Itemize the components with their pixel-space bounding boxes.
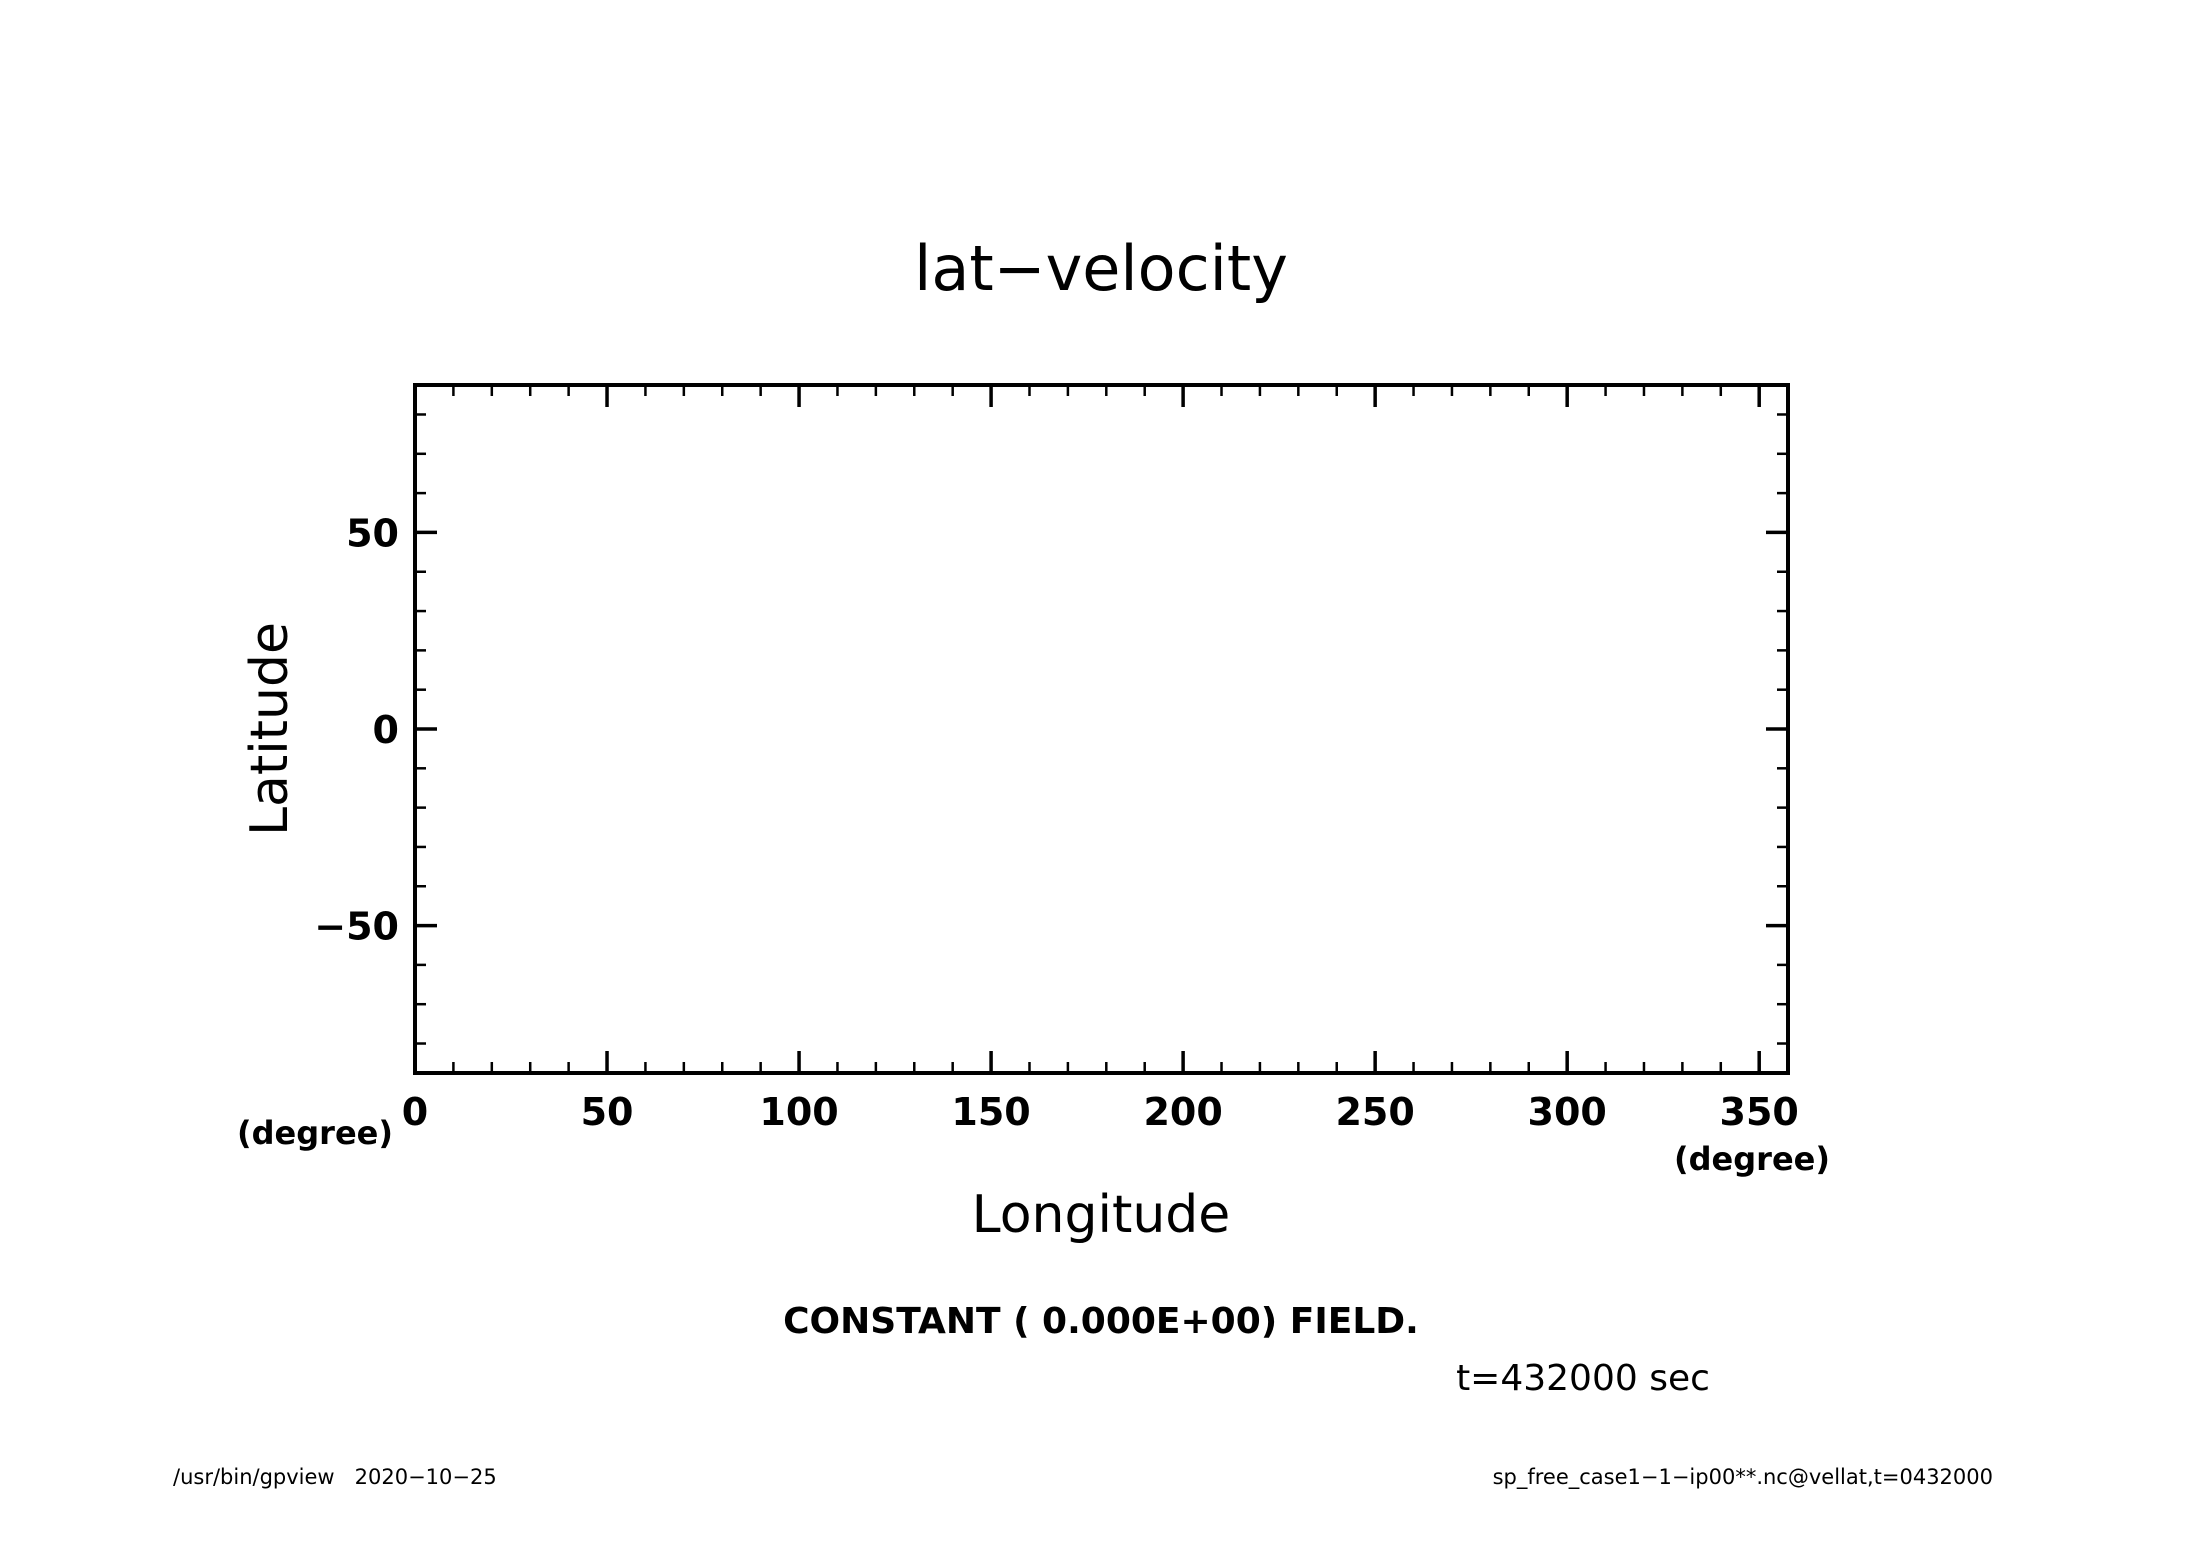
x-tick-label: 300 — [1528, 1090, 1607, 1134]
x-axis-title: Longitude — [972, 1185, 1231, 1245]
x-tick-label: 150 — [951, 1090, 1030, 1134]
y-axis-ticks — [415, 413, 1788, 1045]
y-axis-title: Latitude — [240, 622, 300, 836]
time-label: t=432000 sec — [1456, 1358, 1710, 1399]
x-tick-label: 250 — [1335, 1090, 1414, 1134]
x-tick-label: 100 — [759, 1090, 838, 1134]
x-tick-label: 350 — [1720, 1090, 1799, 1134]
x-tick-label: 50 — [581, 1090, 634, 1134]
constant-field-message: CONSTANT ( 0.000E+00) FIELD. — [783, 1301, 1419, 1342]
footer-right: sp_free_case1−1−ip00**.nc@vellat,t=04320… — [1493, 1465, 1993, 1490]
y-tick-label: 50 — [346, 511, 399, 555]
y-axis-tick-labels: 50 0 −50 — [314, 511, 399, 948]
x-axis-left-unit: (degree) — [237, 1114, 393, 1152]
y-tick-label: 0 — [373, 708, 399, 752]
x-axis-tick-labels: 0 50 100 150 200 250 300 350 — [402, 1090, 1799, 1134]
chart-title: lat−velocity — [914, 232, 1288, 305]
x-tick-label: 0 — [402, 1090, 428, 1134]
x-axis-ticks — [413, 385, 1761, 1073]
footer-left: /usr/bin/gpview 2020−10−25 — [173, 1465, 497, 1489]
x-tick-label: 200 — [1143, 1090, 1222, 1134]
plot-frame — [413, 383, 1790, 1075]
y-tick-label: −50 — [314, 905, 399, 949]
x-axis-right-unit: (degree) — [1674, 1140, 1830, 1178]
